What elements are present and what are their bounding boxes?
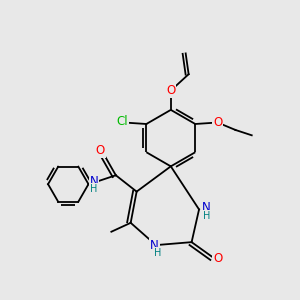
Text: H: H [90, 184, 98, 194]
Text: N: N [150, 238, 159, 252]
Text: N: N [202, 202, 211, 214]
Text: O: O [213, 252, 222, 265]
Text: H: H [203, 211, 210, 221]
Text: O: O [96, 144, 105, 158]
Text: N: N [90, 175, 98, 188]
Text: H: H [154, 248, 161, 257]
Text: O: O [213, 116, 222, 129]
Text: Cl: Cl [117, 115, 128, 128]
Text: O: O [166, 84, 176, 97]
